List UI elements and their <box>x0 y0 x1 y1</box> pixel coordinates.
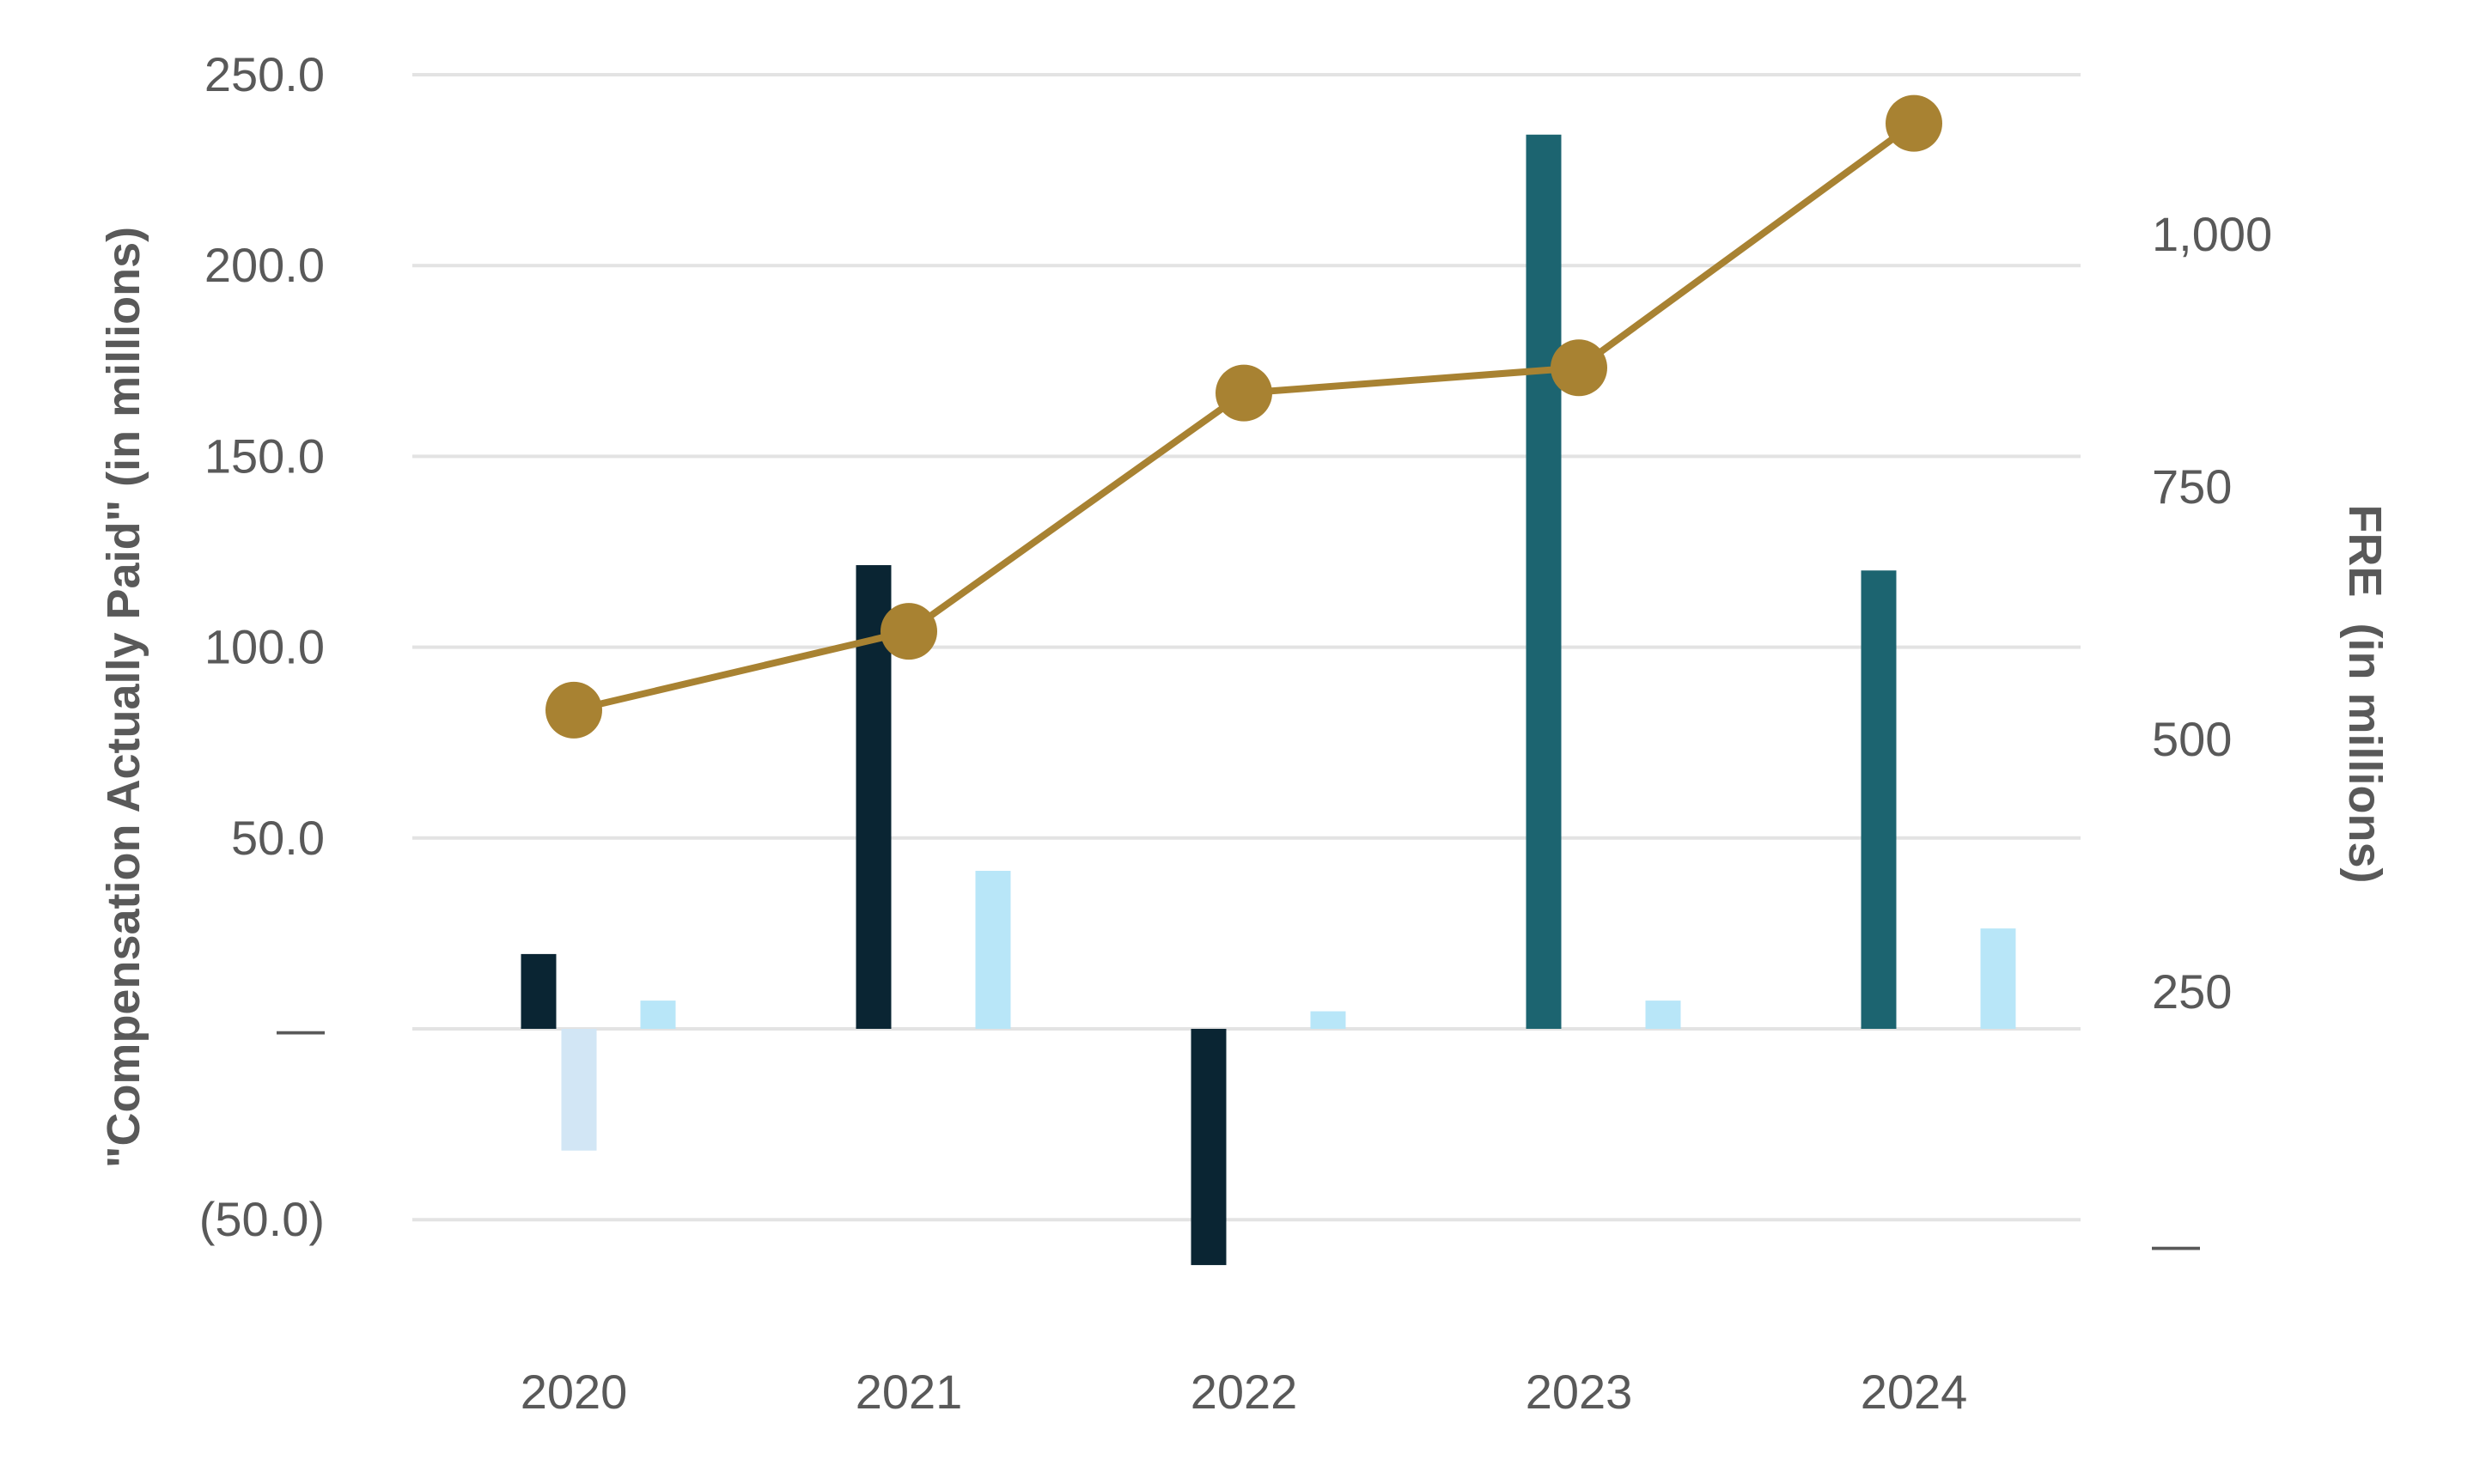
right-axis-ticks: — 250 500 750 1,000 <box>2152 207 2272 1271</box>
x-tick-label: 2022 <box>1191 1365 1298 1419</box>
bar <box>975 871 1011 1029</box>
line-point <box>881 603 937 660</box>
right-axis-title: FRE (in millions) <box>2339 505 2391 884</box>
right-tick-label: 1,000 <box>2152 207 2272 261</box>
bar <box>1861 570 1897 1029</box>
line-point <box>1886 94 1942 152</box>
line-series <box>545 94 1942 739</box>
left-tick-label: 200.0 <box>204 238 325 292</box>
line-point <box>545 681 602 739</box>
bar <box>561 1029 597 1151</box>
x-tick-label: 2024 <box>1861 1365 1968 1419</box>
right-tick-label: — <box>2152 1217 2200 1271</box>
bar <box>1191 1029 1227 1266</box>
bar <box>1310 1011 1346 1029</box>
line-point <box>1551 339 1607 397</box>
left-tick-label: — <box>277 1001 325 1055</box>
x-tick-label: 2023 <box>1526 1365 1633 1419</box>
bar <box>1526 134 1562 1030</box>
bar <box>1645 1000 1681 1029</box>
bar <box>1980 928 2016 1029</box>
left-axis-ticks: (50.0) — 50.0 100.0 150.0 200.0 250.0 <box>199 47 325 1246</box>
x-tick-label: 2021 <box>856 1365 963 1419</box>
right-tick-label: 750 <box>2152 459 2232 514</box>
bars <box>521 134 2016 1266</box>
line-point <box>1216 364 1272 422</box>
left-tick-label: 150.0 <box>204 429 325 483</box>
bar <box>640 1000 676 1029</box>
x-axis-ticks: 2020 2021 2022 2023 2024 <box>521 1365 1968 1419</box>
gridlines <box>412 73 2081 1222</box>
x-tick-label: 2020 <box>521 1365 628 1419</box>
right-tick-label: 250 <box>2152 964 2232 1019</box>
bar <box>521 953 557 1029</box>
left-tick-label: 250.0 <box>204 47 325 101</box>
left-tick-label: (50.0) <box>199 1192 325 1246</box>
left-tick-label: 50.0 <box>231 811 325 865</box>
left-axis-title: "Compensation Actually Paid" (in million… <box>98 227 149 1168</box>
left-tick-label: 100.0 <box>204 620 325 674</box>
right-tick-label: 500 <box>2152 712 2232 766</box>
